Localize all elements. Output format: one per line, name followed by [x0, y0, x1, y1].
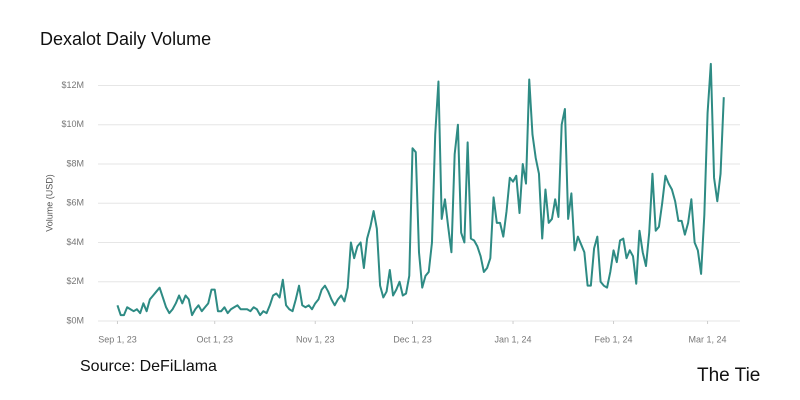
brand-logo: The Tie [697, 365, 760, 386]
y-tick-label: $8M [66, 158, 84, 168]
x-tick-label: Jan 1, 24 [495, 334, 532, 344]
x-tick-label: Dec 1, 23 [393, 334, 432, 344]
x-tick-label: Feb 1, 24 [595, 334, 633, 344]
chart-title: Dexalot Daily Volume [40, 29, 211, 49]
y-axis-label: Volume (USD) [44, 174, 54, 232]
y-tick-label: $4M [66, 237, 84, 247]
x-tick-label: Sep 1, 23 [98, 334, 137, 344]
y-tick-label: $6M [66, 198, 84, 208]
source-note: Source: DeFiLlama [80, 358, 217, 375]
y-tick-label: $12M [61, 80, 84, 90]
y-tick-label: $2M [66, 276, 84, 286]
x-tick-label: Oct 1, 23 [196, 334, 233, 344]
volume-line [116, 62, 725, 317]
y-tick-label: $0M [66, 315, 84, 325]
x-tick-label: Nov 1, 23 [296, 334, 335, 344]
x-tick-label: Mar 1, 24 [689, 334, 727, 344]
y-tick-label: $10M [61, 119, 84, 129]
